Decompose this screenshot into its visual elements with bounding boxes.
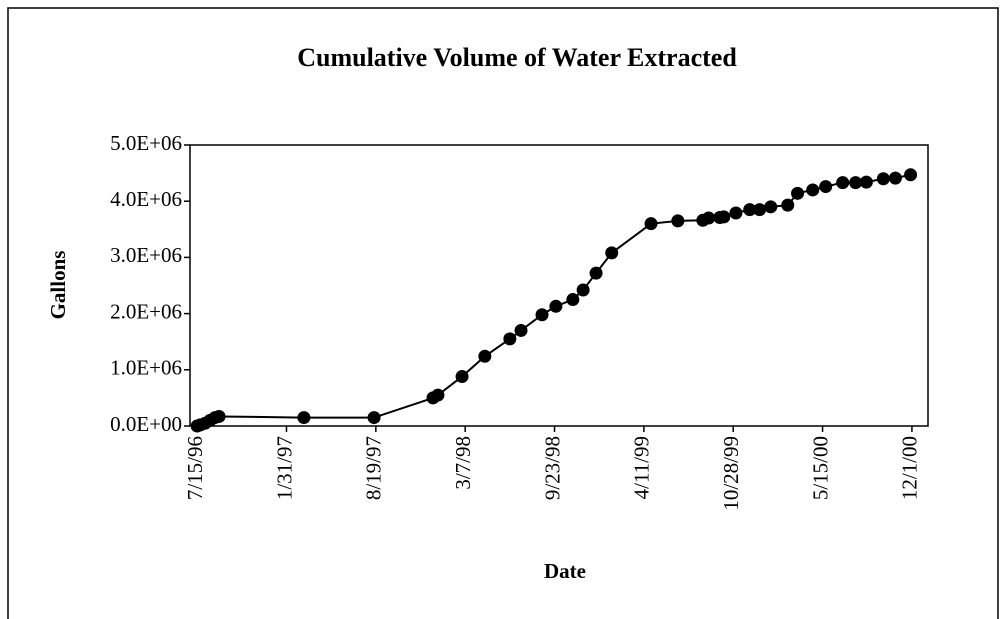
plot-area (189, 144, 929, 427)
y-axis-label: Gallons (46, 251, 70, 320)
x-tick-label: 7/15/96 (183, 436, 207, 500)
data-point (791, 186, 805, 200)
data-point (876, 172, 890, 186)
data-point (743, 203, 757, 217)
data-point (764, 200, 778, 214)
data-point (753, 203, 767, 217)
data-point (849, 176, 863, 190)
chart-title: Cumulative Volume of Water Extracted (297, 43, 737, 72)
data-point (478, 349, 492, 363)
data-point (671, 214, 685, 228)
x-tick-label: 10/28/99 (719, 436, 743, 511)
y-tick-label: 1.0E+06 (110, 356, 182, 380)
data-point (819, 180, 833, 194)
x-tick-label: 4/11/99 (630, 436, 654, 499)
y-tick-label: 5.0E+06 (110, 131, 182, 155)
data-point (535, 308, 549, 322)
data-point (514, 323, 528, 337)
data-point (836, 176, 850, 190)
data-point (566, 293, 580, 307)
series-line (196, 173, 911, 427)
data-point (503, 332, 517, 346)
y-tick-label: 2.0E+06 (110, 299, 182, 323)
x-tick-label: 5/15/00 (808, 436, 832, 500)
data-point (644, 217, 658, 231)
data-point (455, 370, 469, 384)
data-point (729, 206, 743, 220)
y-tick-label: 4.0E+06 (110, 187, 182, 211)
x-tick-label: 9/23/98 (540, 436, 564, 500)
data-point (431, 388, 445, 402)
data-point (781, 198, 795, 212)
data-point (904, 168, 918, 182)
x-tick-label: 3/7/98 (451, 436, 475, 490)
x-axis-label: Date (544, 559, 586, 583)
y-tick-label: 3.0E+06 (110, 243, 182, 267)
x-tick-label: 12/1/00 (898, 436, 922, 500)
x-tick-label: 8/19/97 (362, 436, 386, 500)
data-point (717, 210, 731, 224)
data-point (589, 266, 603, 280)
data-point (549, 299, 563, 313)
data-point (367, 411, 381, 425)
data-point (888, 171, 902, 185)
data-point (576, 283, 590, 297)
data-point (859, 175, 873, 189)
data-point (605, 246, 619, 260)
chart-frame (7, 7, 999, 619)
data-point (297, 411, 311, 425)
y-tick-label: 0.0E+00 (110, 412, 182, 436)
x-tick-label: 1/31/97 (272, 436, 296, 500)
data-point (212, 409, 226, 423)
data-point (702, 211, 716, 225)
data-point (806, 183, 820, 197)
